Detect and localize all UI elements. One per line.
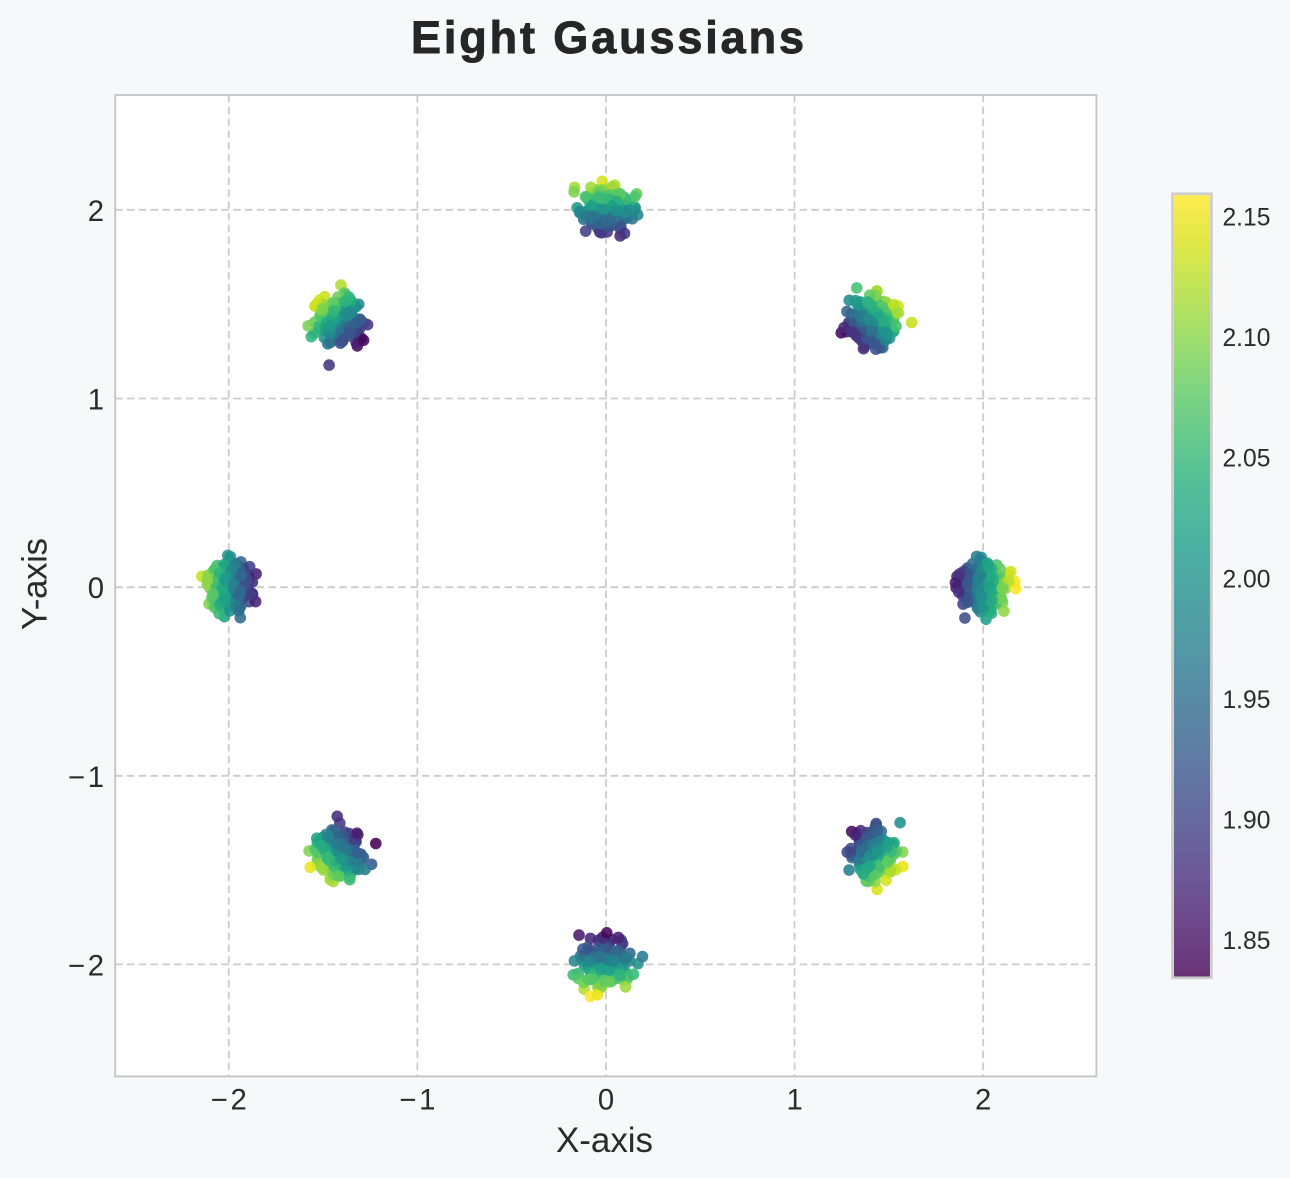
- svg-text:1.95: 1.95: [1223, 687, 1271, 714]
- svg-text:2.05: 2.05: [1223, 446, 1271, 473]
- svg-text:1: 1: [88, 384, 104, 417]
- svg-text:Y-axis: Y-axis: [16, 538, 55, 630]
- svg-text:X-axis: X-axis: [556, 1121, 653, 1160]
- svg-text:2.10: 2.10: [1223, 325, 1271, 352]
- svg-text:2.00: 2.00: [1223, 566, 1271, 593]
- svg-text:0: 0: [598, 1084, 614, 1117]
- svg-text:1.90: 1.90: [1223, 807, 1271, 834]
- svg-text:2.15: 2.15: [1223, 205, 1271, 232]
- svg-text:1.85: 1.85: [1223, 928, 1271, 955]
- svg-text:Eight Gaussians: Eight Gaussians: [411, 12, 804, 63]
- svg-text:0: 0: [88, 572, 104, 605]
- svg-text:2: 2: [975, 1084, 991, 1117]
- svg-text:2: 2: [88, 195, 104, 228]
- svg-text:1: 1: [786, 1084, 802, 1117]
